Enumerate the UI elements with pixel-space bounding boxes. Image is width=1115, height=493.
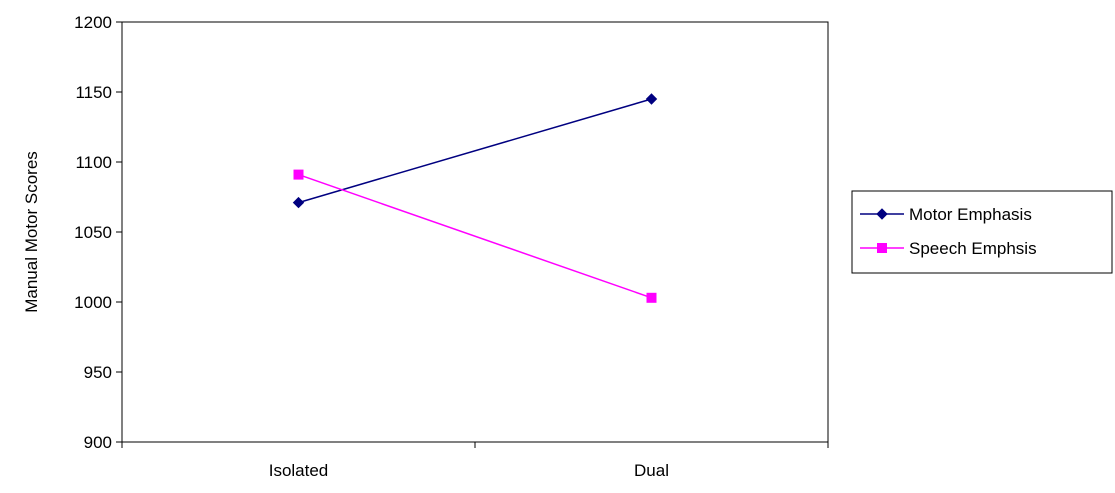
y-tick-label-950: 950: [84, 363, 112, 382]
legend-box: [851, 190, 1113, 274]
legend: Motor Emphasis Speech Emphsis: [851, 190, 1113, 274]
y-tick-label-1200: 1200: [74, 13, 112, 32]
legend-label-speech-emphsis: Speech Emphsis: [909, 239, 1037, 258]
y-axis-ticks: 900 950 1000 1050 1100 1150 1200: [74, 13, 122, 452]
legend-label-motor-emphasis: Motor Emphasis: [909, 205, 1032, 224]
series-line-motor-emphasis: [298, 98, 652, 204]
x-axis-ticks: Isolated Dual: [121, 442, 829, 480]
legend-marker-motor-emphasis: [876, 208, 888, 220]
x-tick-label-dual: Dual: [634, 461, 669, 480]
data-point-motor-emphasis-isolated: [292, 196, 305, 209]
x-tick-label-isolated: Isolated: [269, 461, 329, 480]
y-tick-label-1150: 1150: [75, 83, 112, 102]
series-layer: [292, 93, 658, 303]
y-tick-label-1100: 1100: [75, 153, 112, 172]
y-tick-label-1000: 1000: [74, 293, 112, 312]
plot-area: [121, 21, 829, 443]
data-point-speech-emphsis-isolated: [293, 169, 304, 180]
legend-marker-speech-emphsis: [877, 243, 887, 253]
y-tick-label-900: 900: [84, 433, 112, 452]
series-line-speech-emphsis: [298, 173, 652, 299]
y-tick-label-1050: 1050: [74, 223, 112, 242]
data-point-speech-emphsis-dual: [646, 292, 657, 303]
data-point-motor-emphasis-dual: [645, 93, 658, 105]
y-axis-title: Manual Motor Scores: [22, 151, 41, 313]
